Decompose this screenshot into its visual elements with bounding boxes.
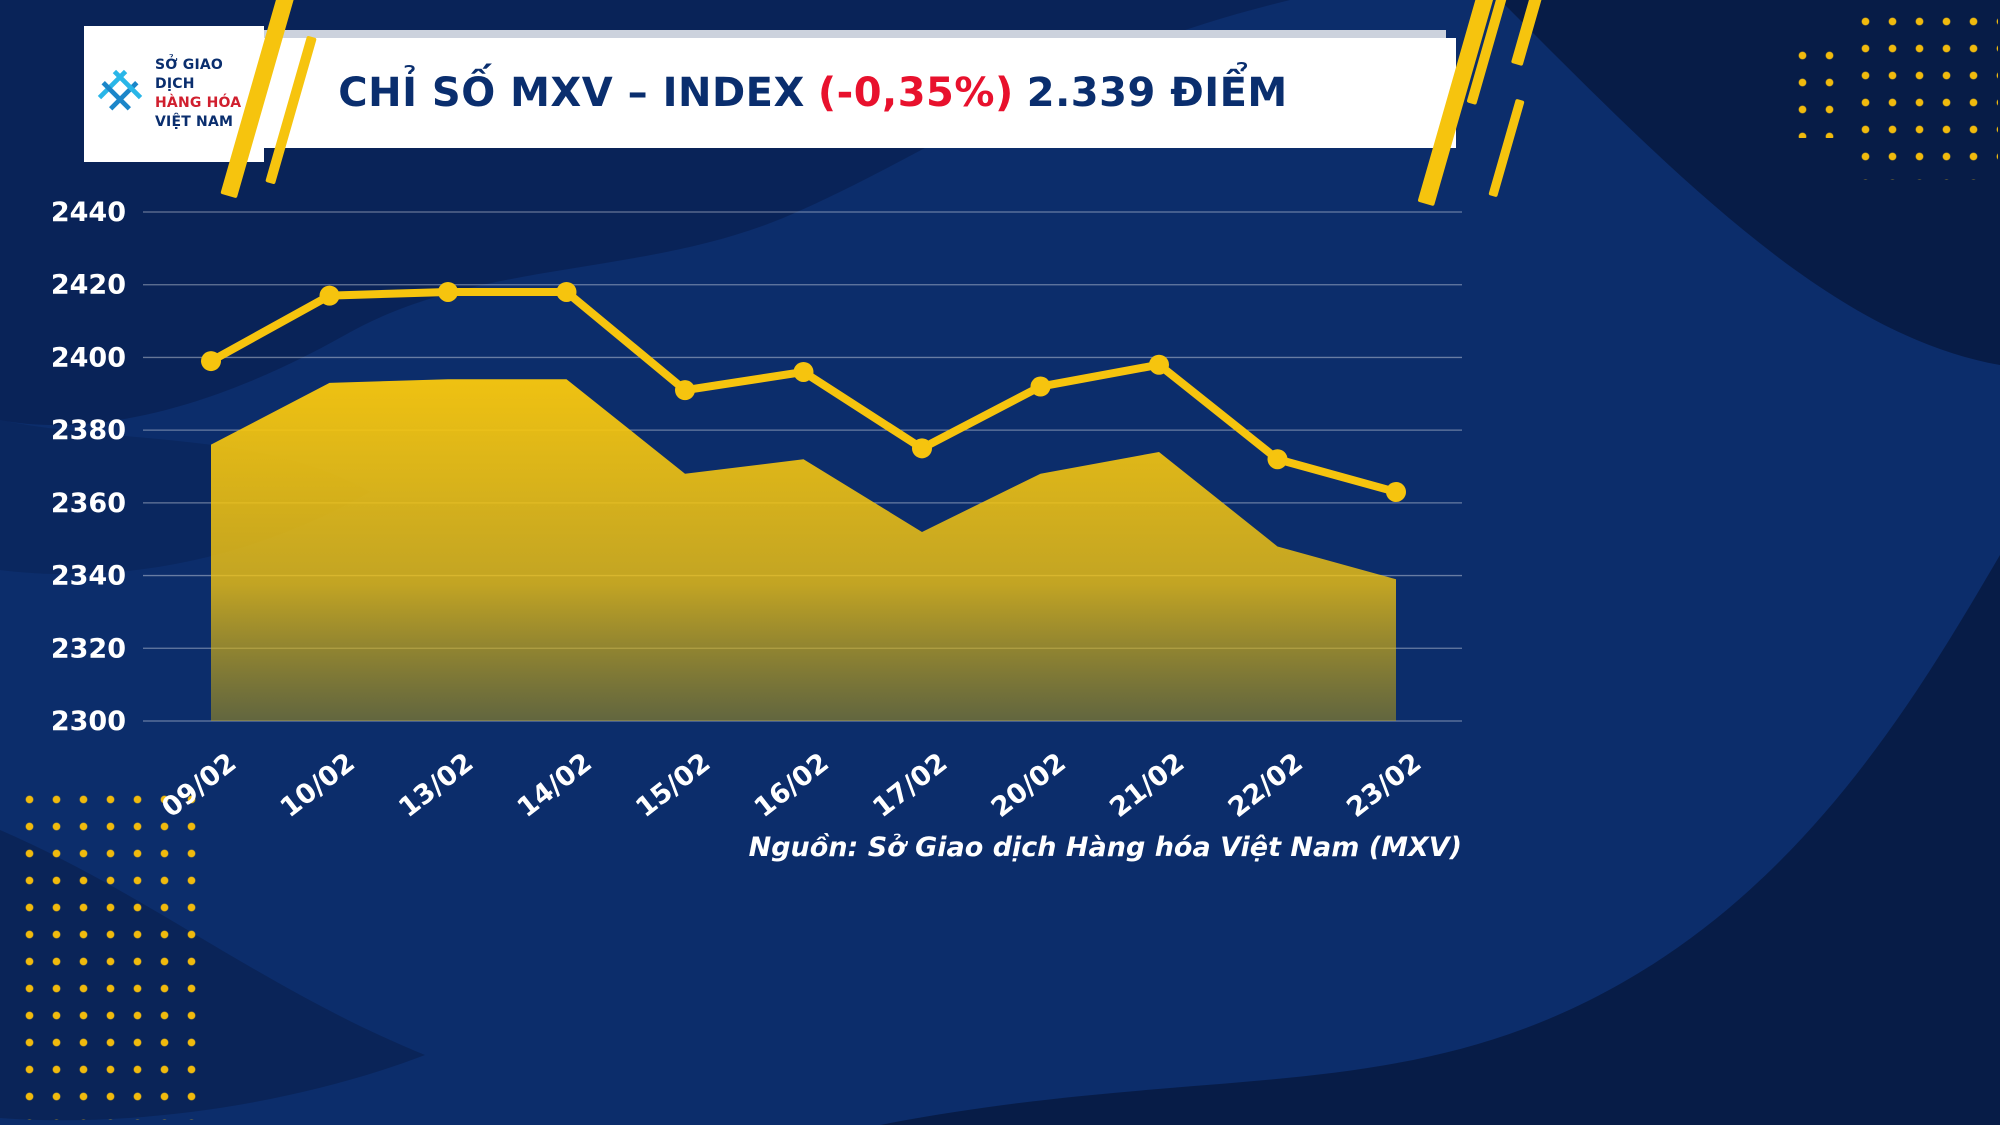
title-index-value: 2.339 ĐIỂM	[1026, 70, 1288, 116]
title-main: CHỈ SỐ MXV – INDEX	[338, 70, 805, 116]
area-series	[211, 379, 1396, 721]
data-point-marker	[1149, 354, 1169, 375]
logo-text: SỞ GIAO DỊCH HÀNG HÓA VIỆT NAM	[155, 56, 256, 132]
dot-grid-bottom-left	[16, 786, 198, 1120]
dot-grid-top-right	[1852, 8, 1998, 180]
data-point-marker	[675, 380, 695, 401]
x-tick-label: 09/02	[156, 747, 242, 824]
y-tick-label: 2380	[51, 415, 126, 446]
y-tick-label: 2400	[51, 342, 126, 373]
data-point-marker	[1267, 449, 1288, 470]
data-point-marker	[438, 281, 458, 302]
wave-shape	[880, 555, 2000, 1125]
y-tick-label: 2440	[51, 197, 126, 228]
x-tick-label: 13/02	[393, 747, 479, 824]
data-point-marker	[912, 438, 932, 459]
mxv-logo-icon	[92, 64, 148, 124]
x-tick-label: 16/02	[749, 747, 835, 824]
x-tick-label: 14/02	[512, 747, 598, 824]
data-point-marker	[319, 285, 340, 306]
logo-line-2: HÀNG HÓA	[155, 95, 242, 111]
x-tick-label: 22/02	[1223, 747, 1309, 824]
data-point-marker	[201, 351, 221, 372]
data-point-marker	[1030, 376, 1051, 397]
dot-grid-top-right-extra	[1789, 42, 1851, 138]
x-tick-label: 10/02	[275, 747, 361, 824]
x-tick-label: 23/02	[1341, 747, 1427, 824]
header-banner: CHỈ SỐ MXV – INDEX (-0,35%) 2.339 ĐIỂM	[170, 38, 1456, 148]
x-tick-label: 20/02	[986, 747, 1072, 824]
data-point-marker	[1386, 481, 1406, 502]
x-tick-label: 17/02	[867, 747, 953, 824]
y-tick-label: 2300	[51, 706, 126, 737]
logo-line-1: SỞ GIAO DỊCH	[155, 57, 224, 93]
source-credit: Nguồn: Sở Giao dịch Hàng hóa Việt Nam (M…	[748, 832, 1462, 863]
x-tick-label: 15/02	[630, 747, 716, 824]
y-tick-label: 2360	[51, 488, 126, 519]
data-point-marker	[793, 361, 814, 382]
y-tick-label: 2340	[51, 561, 126, 592]
logo-line-3: VIỆT NAM	[155, 113, 234, 130]
mxv-logo: SỞ GIAO DỊCH HÀNG HÓA VIỆT NAM	[84, 26, 264, 162]
title-change-percent: (-0,35%)	[817, 70, 1014, 116]
data-point-marker	[556, 281, 577, 302]
y-tick-label: 2320	[51, 633, 126, 664]
y-tick-label: 2420	[51, 270, 126, 301]
chart-title: CHỈ SỐ MXV – INDEX (-0,35%) 2.339 ĐIỂM	[338, 70, 1287, 116]
x-tick-label: 21/02	[1104, 747, 1190, 824]
